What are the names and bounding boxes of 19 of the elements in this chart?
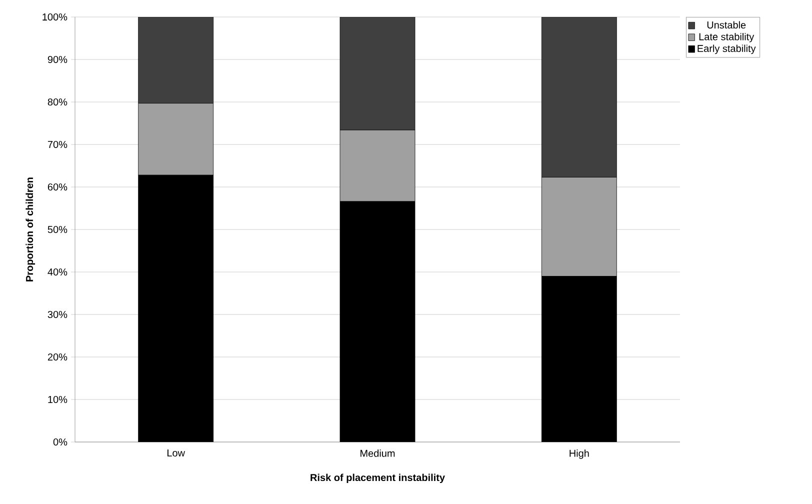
x-tick-label: Medium	[360, 450, 395, 457]
y-tick-label: 30%	[48, 310, 68, 318]
x-tick-label: Low	[167, 450, 186, 457]
y-tick-label: 90%	[48, 56, 68, 64]
y-tick-label: 70%	[48, 140, 68, 148]
y-tick-label: 0%	[53, 438, 68, 446]
y-tick-label: 100%	[42, 13, 68, 21]
legend-label: Unstable	[707, 21, 746, 29]
y-tick-label: 80%	[48, 98, 68, 106]
legend-label: Early stability	[698, 44, 756, 54]
y-tick-label: 10%	[48, 396, 68, 404]
legend-label: Late stability	[699, 32, 754, 42]
y-tick-label: 20%	[48, 353, 68, 361]
x-tick-label: High	[570, 450, 589, 459]
y-tick-label: 60%	[48, 183, 68, 191]
y-tick-label: 40%	[48, 268, 68, 276]
y-tick-label: 50%	[48, 226, 68, 234]
x-axis-title: Risk of placement instability	[310, 474, 445, 484]
y-axis-title: Proportion of children	[26, 178, 36, 282]
